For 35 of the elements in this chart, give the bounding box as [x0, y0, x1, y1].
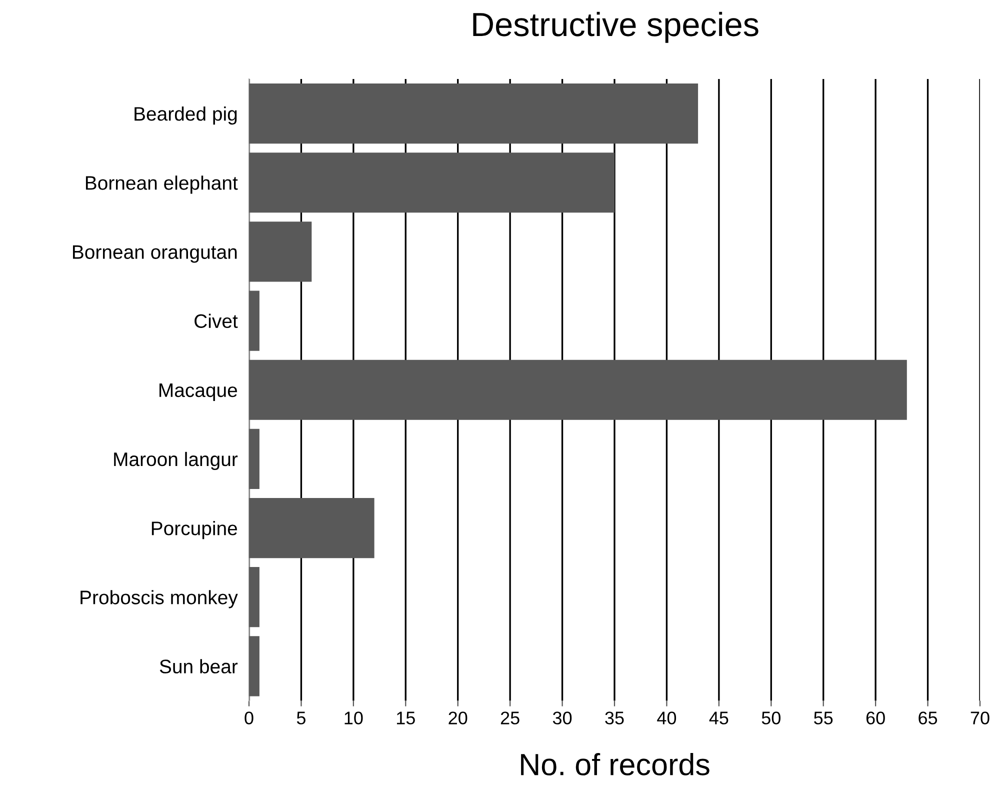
- x-tick-label: 15: [396, 712, 415, 724]
- bar: [249, 290, 260, 351]
- x-tick-label: 30: [552, 712, 572, 724]
- x-tick-label: 45: [709, 712, 728, 724]
- y-tick-label: Sun bear: [160, 659, 238, 674]
- y-tick-label: Porcupine: [152, 520, 238, 540]
- bar: [249, 222, 312, 282]
- x-tick-label: 70: [970, 712, 990, 724]
- x-tick-label: 55: [814, 712, 833, 724]
- bar: [249, 83, 698, 144]
- chart-title: Destructive species: [473, 12, 758, 43]
- y-tick-label: Macaque: [160, 384, 238, 401]
- x-tick-label: 10: [344, 712, 363, 724]
- x-tick-label: 20: [448, 712, 468, 724]
- x-tick-label: 50: [762, 712, 780, 724]
- bar: [249, 567, 260, 628]
- y-tick-label: Maroon langur: [114, 452, 238, 470]
- x-tick-label: 65: [918, 712, 938, 724]
- x-tick-label: 35: [605, 712, 624, 724]
- y-tick-label: Bornean orangutan: [73, 245, 237, 263]
- bar: [249, 152, 614, 213]
- bar: [249, 360, 907, 420]
- y-tick-label: Bearded pig: [134, 106, 237, 125]
- bar: [249, 498, 374, 558]
- y-tick-label: Civet: [194, 314, 238, 328]
- x-tick-label: 60: [866, 712, 885, 724]
- x-axis-title: No. of records: [521, 752, 710, 776]
- x-tick-label: 5: [296, 712, 306, 724]
- bar: [249, 428, 260, 489]
- y-tick-label: Proboscis monkey: [80, 590, 238, 608]
- x-tick-label: 40: [657, 712, 676, 724]
- y-tick-label: Bornean elephant: [86, 176, 238, 194]
- x-tick-label: 25: [500, 712, 520, 724]
- x-tick-label: 0: [244, 712, 254, 724]
- bar: [249, 636, 260, 696]
